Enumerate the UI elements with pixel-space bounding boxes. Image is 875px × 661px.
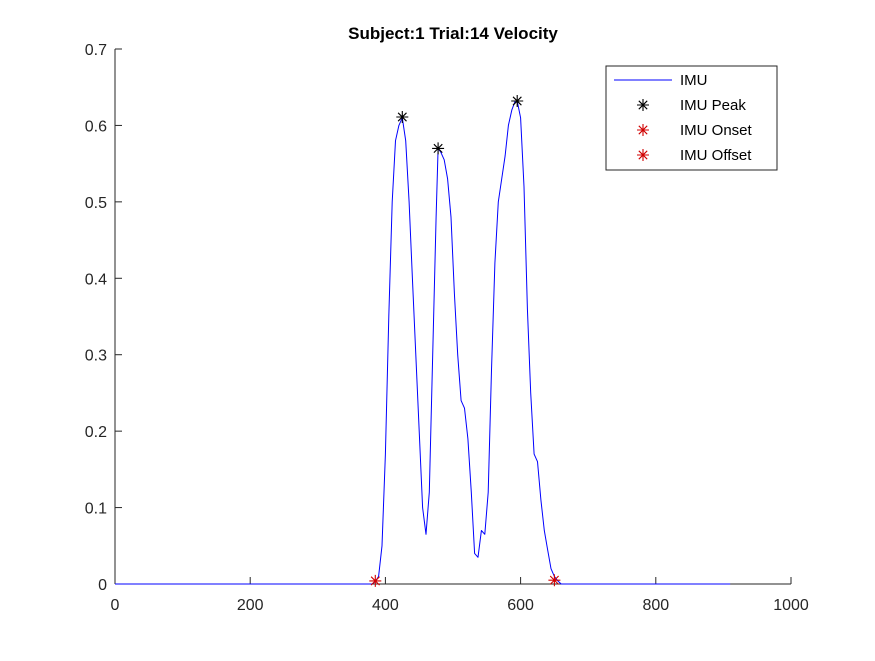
legend-label-imu-onset: IMU Onset bbox=[680, 122, 753, 139]
y-tick-label: 0.2 bbox=[85, 424, 107, 441]
legend-swatch-imu-onset bbox=[637, 124, 649, 136]
y-tick-label: 0.6 bbox=[85, 118, 107, 135]
y-tick-label: 0 bbox=[98, 577, 107, 594]
y-tick-label: 0.1 bbox=[85, 501, 107, 518]
imu-onset-marker-glyph bbox=[369, 574, 382, 587]
x-tick-label: 600 bbox=[507, 597, 534, 614]
legend-label-imu-offset: IMU Offset bbox=[680, 147, 752, 164]
imu-velocity-line bbox=[115, 100, 731, 585]
x-tick-label: 1000 bbox=[773, 597, 809, 614]
imu-peak-marker-glyph bbox=[432, 142, 445, 155]
y-tick-label: 0.7 bbox=[85, 42, 107, 59]
axes: 0 200 400 600 800 1000 0 0.1 0.2 0.3 0.4 0.5 0.6 0.7 bbox=[85, 42, 809, 614]
legend-label-imu-peak: IMU Peak bbox=[680, 97, 746, 114]
legend-box bbox=[605, 65, 778, 171]
imu-peak-marker-glyph bbox=[511, 95, 524, 107]
legend-swatch-imu-offset bbox=[637, 149, 649, 161]
y-tick-label: 0.5 bbox=[85, 195, 107, 212]
y-tick-label: 0.3 bbox=[85, 348, 107, 365]
x-tick-label: 0 bbox=[111, 597, 120, 614]
x-tick-label: 200 bbox=[237, 597, 264, 614]
legend: IMU IMU Peak IMU Onset IMU Offset bbox=[605, 65, 778, 171]
imu-peak-marker-glyph bbox=[396, 111, 409, 123]
imu-offset-marker-glyph bbox=[548, 574, 561, 587]
chart-title: Subject:1 Trial:14 Velocity bbox=[348, 24, 558, 43]
legend-label-imu: IMU bbox=[680, 72, 708, 89]
imu-offset-marker bbox=[548, 574, 561, 587]
imu-peak-marker bbox=[432, 142, 445, 155]
legend-swatch-imu-peak bbox=[637, 99, 649, 111]
imu-peak-marker bbox=[511, 95, 524, 107]
plot-series bbox=[115, 95, 731, 587]
x-tick-label: 800 bbox=[642, 597, 669, 614]
imu-peak-marker bbox=[396, 111, 409, 123]
imu-onset-marker bbox=[369, 574, 382, 587]
x-tick-label: 400 bbox=[372, 597, 399, 614]
y-tick-label: 0.4 bbox=[85, 271, 107, 288]
